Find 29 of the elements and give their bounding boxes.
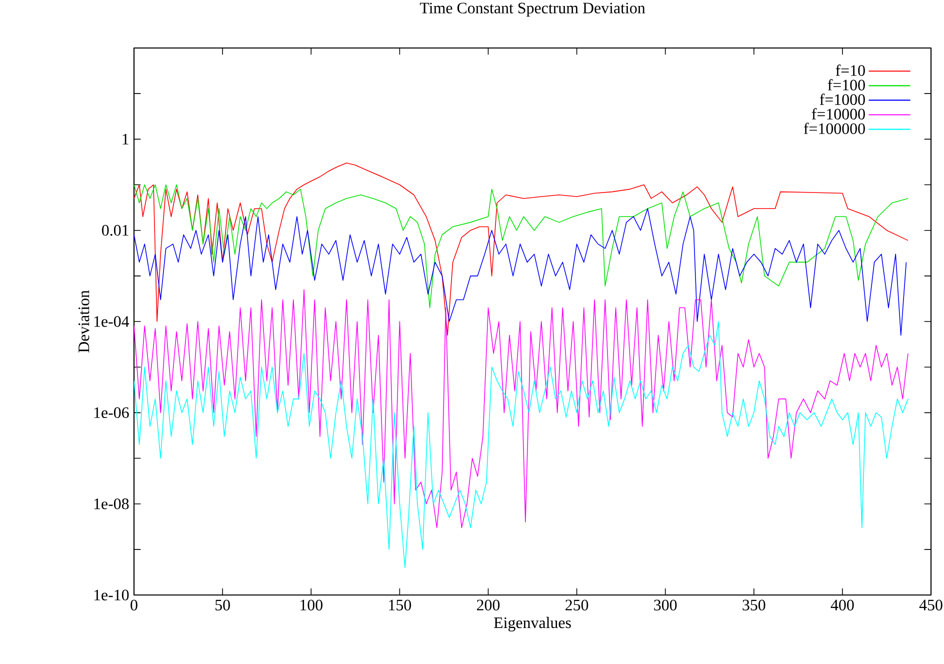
legend-label: f=100: [828, 79, 865, 90]
line-series: [134, 162, 908, 336]
x-axis-title: Eigenvalues: [494, 616, 571, 632]
legend-label: f=10000: [812, 108, 865, 120]
x-tick-label: 450: [919, 600, 942, 610]
legend-label: f=100000: [804, 122, 865, 134]
x-tick-label: 300: [654, 600, 677, 610]
x-tick-label: 100: [300, 600, 322, 610]
x-tick-label: 400: [830, 600, 854, 610]
line-series: [134, 321, 908, 568]
line-series: [134, 208, 907, 336]
x-tick-label: 50: [216, 600, 230, 610]
x-tick-label: 250: [566, 600, 588, 610]
y-tick-label: 1e-06: [94, 407, 129, 418]
y-tick-label: 1e-10: [94, 590, 129, 600]
x-tick-label: 350: [742, 600, 766, 610]
y-tick-label: 0.01: [102, 224, 128, 236]
x-tick-label: 150: [389, 600, 412, 610]
line-series: [134, 289, 908, 528]
x-tick-label: 200: [476, 600, 500, 610]
y-tick-label: 1: [122, 134, 128, 144]
legend-label: f=10: [836, 64, 865, 76]
x-tick-label: 0: [130, 600, 138, 610]
y-axis-title: Deviation: [78, 290, 90, 352]
legend-label: f=1000: [820, 94, 865, 105]
y-tick-label: 1e-08: [94, 498, 129, 510]
line-series: [134, 184, 908, 308]
chart-title: Time Constant Spectrum Deviation: [420, 2, 646, 17]
y-tick-label: 1e-04: [94, 316, 130, 327]
